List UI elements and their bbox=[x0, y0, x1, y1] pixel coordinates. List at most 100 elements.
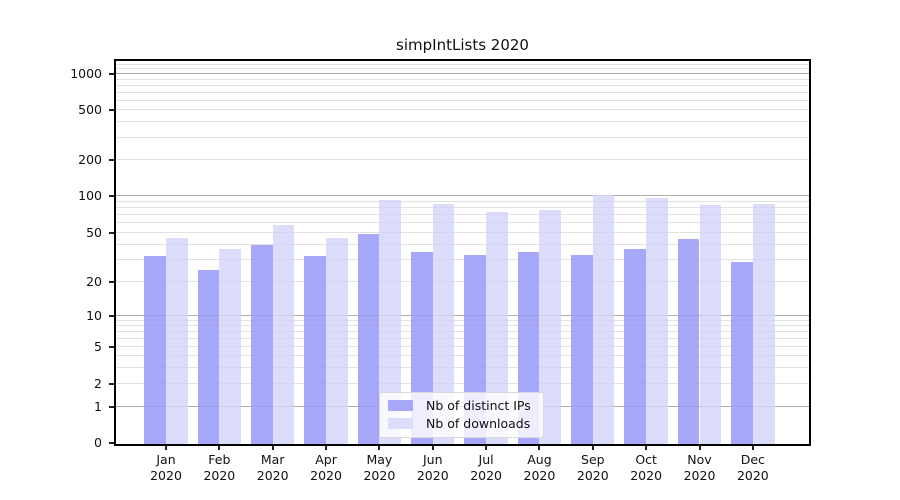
x-tick-year: 2020 bbox=[310, 468, 342, 483]
gridline-minor-overlay-1200 bbox=[116, 63, 809, 65]
gridline-minor-overlay-60 bbox=[116, 222, 809, 224]
gridline-minor-overlay-9 bbox=[116, 319, 809, 321]
bar-downloads-dec bbox=[752, 204, 775, 444]
y-tick-mark-2 bbox=[109, 382, 114, 385]
bar-downloads-jun bbox=[432, 203, 455, 444]
x-tick-year: 2020 bbox=[203, 468, 236, 483]
bar-downloads-feb bbox=[219, 248, 242, 444]
gridline-5 bbox=[116, 346, 809, 348]
gridline-500 bbox=[116, 109, 809, 111]
gridline-minor-80 bbox=[116, 206, 809, 208]
x-tick-mark-sep bbox=[591, 445, 594, 450]
legend-swatch-distinct-ips bbox=[388, 400, 413, 411]
gridline-minor-overlay-1100 bbox=[116, 68, 809, 70]
legend-label-distinct-ips: Nb of distinct IPs bbox=[426, 398, 531, 413]
gridline-minor-overlay-600 bbox=[116, 99, 809, 101]
y-tick-mark-100 bbox=[109, 195, 114, 198]
gridline-overlay-10 bbox=[116, 314, 809, 316]
x-tick-month: Jun bbox=[422, 452, 443, 467]
bar-distinct-ips-jan bbox=[144, 256, 166, 444]
y-tick-label-100: 100 bbox=[78, 188, 102, 204]
gridline-overlay-500 bbox=[116, 109, 809, 111]
x-tick-year: 2020 bbox=[416, 468, 449, 483]
gridline-minor-4 bbox=[116, 355, 809, 357]
gridline-overlay-2 bbox=[116, 382, 809, 384]
x-tick-year: 2020 bbox=[363, 468, 396, 483]
y-tick-label-2: 2 bbox=[94, 375, 102, 391]
gridline-minor-90 bbox=[116, 200, 809, 202]
x-tick-year: 2020 bbox=[683, 468, 716, 483]
x-tick-mark-apr bbox=[325, 445, 328, 450]
x-tick-year: 2020 bbox=[576, 468, 609, 483]
x-tick-month: Sep bbox=[581, 452, 605, 467]
gridline-overlay-1000 bbox=[116, 73, 809, 75]
bar-distinct-ips-sep bbox=[571, 254, 593, 444]
bar-downloads-may bbox=[379, 200, 402, 444]
gridline-minor-overlay-40 bbox=[116, 243, 809, 245]
x-tick-label-jun: Jun 2020 bbox=[401, 452, 465, 484]
y-tick-mark-500 bbox=[109, 109, 114, 112]
gridline-minor-40 bbox=[116, 243, 809, 245]
gridline-overlay-100 bbox=[116, 195, 809, 197]
gridline-minor-overlay-7 bbox=[116, 331, 809, 333]
gridline-minor-overlay-8 bbox=[116, 324, 809, 326]
gridline-minor-overlay-3 bbox=[116, 366, 809, 368]
y-tick-mark-1000 bbox=[109, 73, 114, 76]
x-tick-label-oct: Oct 2020 bbox=[614, 452, 678, 484]
gridline-minor-60 bbox=[116, 222, 809, 224]
x-tick-label-sep: Sep 2020 bbox=[561, 452, 625, 484]
x-tick-year: 2020 bbox=[736, 468, 769, 483]
gridline-2 bbox=[116, 382, 809, 384]
gridline-minor-600 bbox=[116, 99, 809, 101]
x-tick-month: Jul bbox=[478, 452, 494, 467]
gridline-minor-3 bbox=[116, 366, 809, 368]
chart-title: simpIntLists 2020 bbox=[396, 36, 529, 54]
x-tick-month: Jan bbox=[156, 452, 176, 467]
gridline-overlay-20 bbox=[116, 280, 809, 282]
y-tick-mark-10 bbox=[109, 314, 114, 317]
x-tick-month: Feb bbox=[208, 452, 231, 467]
x-tick-year: 2020 bbox=[470, 468, 502, 483]
y-tick-label-0: 0 bbox=[94, 434, 102, 450]
gridline-1000 bbox=[116, 73, 809, 75]
gridline-minor-300 bbox=[116, 136, 809, 138]
x-tick-label-may: May 2020 bbox=[347, 452, 411, 484]
y-tick-label-1: 1 bbox=[94, 399, 102, 415]
gridline-minor-800 bbox=[116, 85, 809, 86]
gridline-10 bbox=[116, 314, 809, 316]
y-tick-mark-5 bbox=[109, 346, 114, 349]
x-tick-year: 2020 bbox=[523, 468, 556, 483]
x-tick-mark-jul bbox=[485, 445, 488, 450]
gridline-20 bbox=[116, 280, 809, 282]
bar-downloads-sep bbox=[592, 194, 615, 444]
x-tick-month: Oct bbox=[635, 452, 657, 467]
gridline-minor-overlay-80 bbox=[116, 206, 809, 208]
gridline-minor-overlay-4 bbox=[116, 355, 809, 357]
x-tick-mark-nov bbox=[698, 445, 701, 450]
plot-frame bbox=[114, 59, 811, 446]
bar-distinct-ips-may bbox=[357, 233, 380, 444]
gridline-minor-overlay-70 bbox=[116, 213, 809, 215]
x-tick-month: Mar bbox=[260, 452, 285, 467]
x-tick-mark-jan bbox=[165, 445, 167, 450]
bar-downloads-jan bbox=[166, 238, 188, 444]
x-tick-mark-mar bbox=[271, 445, 274, 450]
bar-distinct-ips-nov bbox=[677, 239, 700, 444]
bar-downloads-mar bbox=[272, 224, 295, 444]
gridline-minor-1200 bbox=[116, 63, 809, 65]
bar-downloads-nov bbox=[699, 205, 722, 444]
gridline-minor-9 bbox=[116, 319, 809, 321]
gridline-minor-overlay-6 bbox=[116, 338, 809, 340]
x-tick-mark-aug bbox=[538, 445, 541, 450]
x-tick-mark-jun bbox=[431, 445, 434, 450]
y-tick-label-1000: 1000 bbox=[70, 66, 102, 82]
x-tick-month: Apr bbox=[315, 452, 337, 467]
x-tick-label-nov: Nov 2020 bbox=[668, 452, 732, 484]
bar-downloads-oct bbox=[646, 198, 668, 444]
bar-downloads-jul bbox=[486, 212, 508, 444]
bar-downloads-apr bbox=[326, 238, 348, 444]
legend: Nb of distinct IPs Nb of downloads bbox=[379, 392, 544, 438]
bar-downloads-aug bbox=[539, 209, 562, 444]
x-tick-month: Aug bbox=[527, 452, 552, 467]
gridline-minor-6 bbox=[116, 338, 809, 340]
